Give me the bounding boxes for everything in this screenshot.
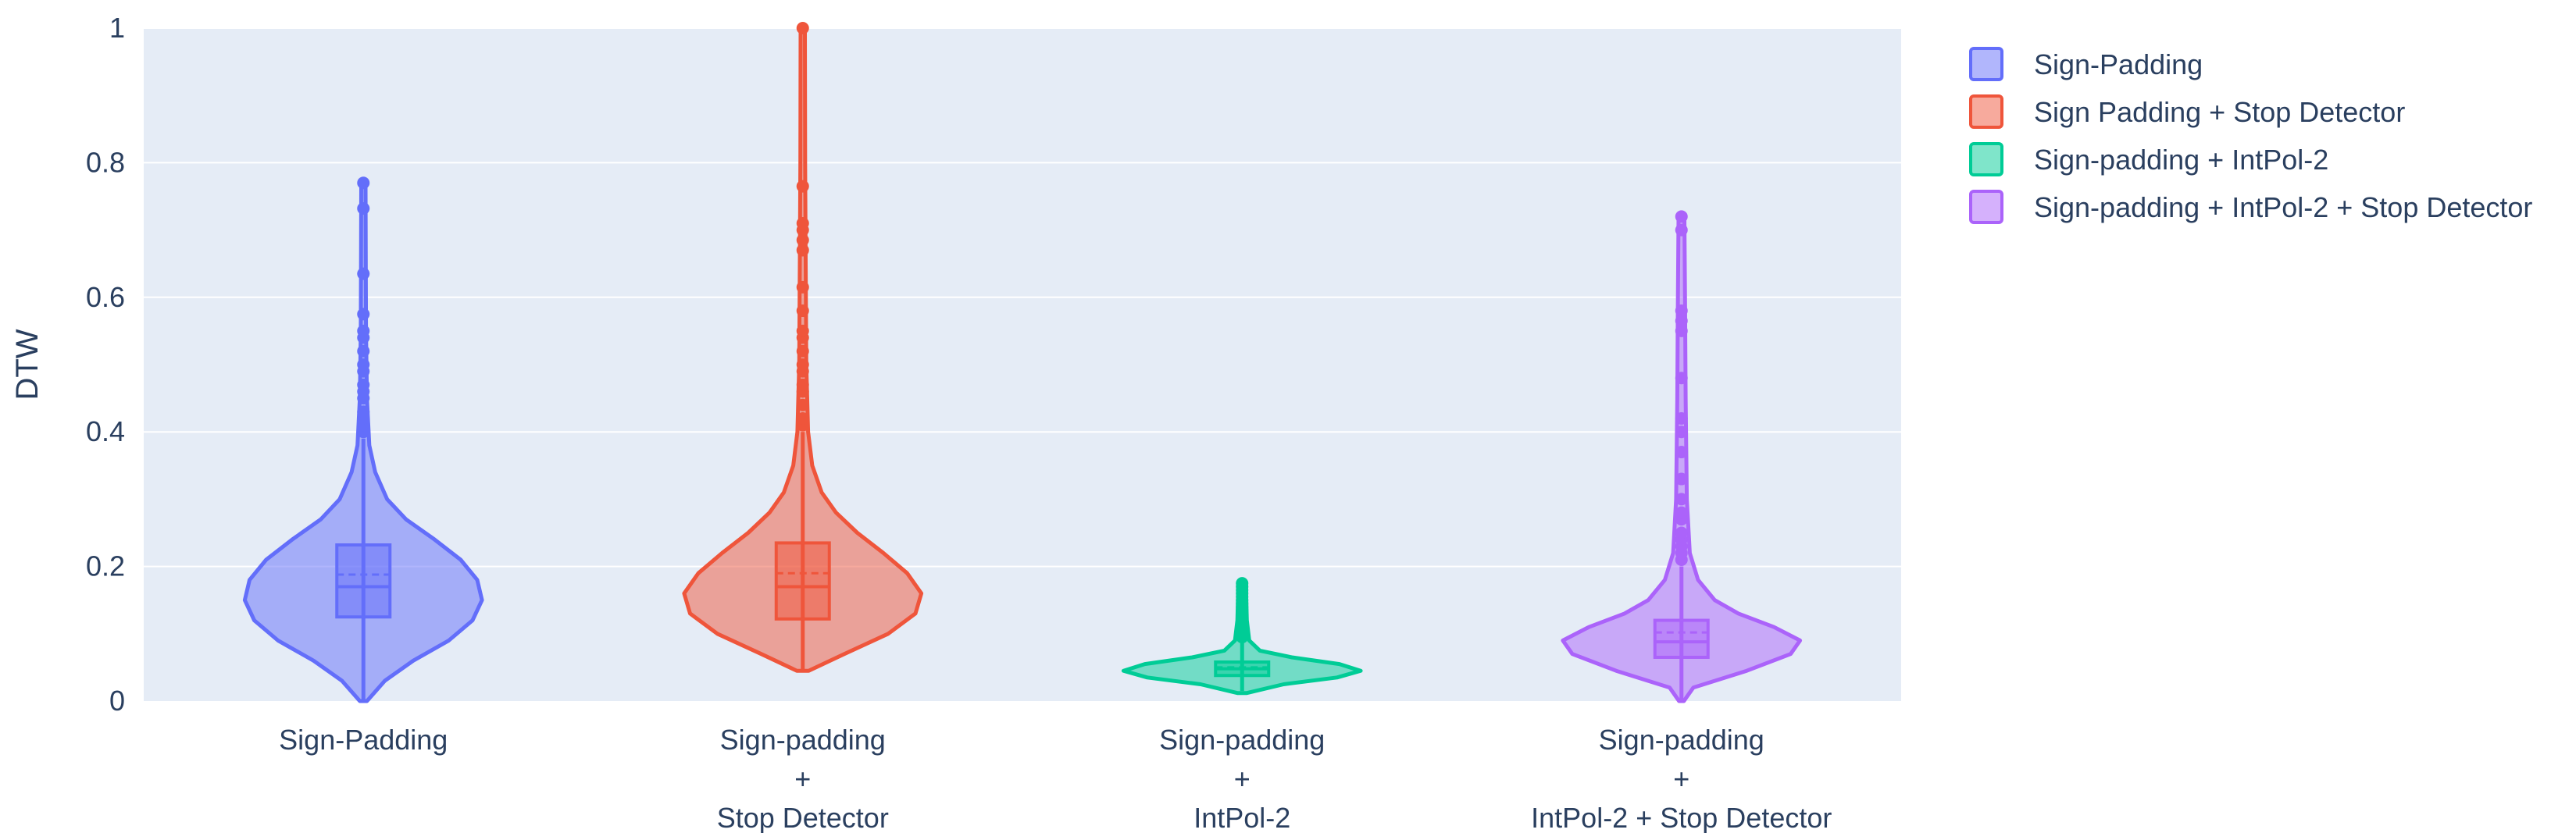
x-tick-label: IntPol-2 bbox=[1193, 802, 1290, 833]
outlier-point bbox=[357, 344, 370, 358]
outlier-point bbox=[796, 233, 809, 247]
outlier-point bbox=[1675, 526, 1688, 539]
outlier-point bbox=[796, 216, 809, 230]
outlier-point bbox=[357, 378, 370, 391]
x-tick-label: Sign-Padding bbox=[279, 724, 448, 756]
x-axis-ticks: Sign-Padding Sign-padding + Stop Detector Si… bbox=[279, 724, 1832, 833]
outlier-point bbox=[1675, 446, 1688, 459]
y-tick-label: 0 bbox=[109, 685, 125, 717]
box bbox=[1653, 618, 1710, 659]
box bbox=[335, 543, 392, 619]
violins bbox=[242, 22, 1803, 703]
outlier-point bbox=[796, 324, 809, 337]
outlier-point bbox=[796, 280, 809, 294]
legend-swatch bbox=[1969, 94, 2003, 129]
outlier-point bbox=[357, 176, 370, 190]
outlier-point bbox=[357, 324, 370, 337]
outlier-point bbox=[796, 22, 809, 34]
outlier-point bbox=[357, 358, 370, 371]
legend: Sign-Padding Sign Padding + Stop Detector… bbox=[1969, 47, 2532, 224]
outlier-point bbox=[1236, 577, 1249, 590]
outlier-point bbox=[796, 304, 809, 318]
legend-label: Sign-padding + IntPol-2 + Stop Detector bbox=[2034, 191, 2532, 223]
x-tick-label: + bbox=[1673, 763, 1689, 795]
x-tick-label: Sign-padding bbox=[720, 724, 886, 756]
x-tick-label: + bbox=[1234, 763, 1251, 795]
outlier-point bbox=[1675, 506, 1688, 519]
y-tick-label: 1 bbox=[109, 12, 125, 44]
outlier-point bbox=[1675, 493, 1688, 506]
box bbox=[774, 541, 831, 621]
legend-item[interactable]: Sign-padding + IntPol-2 bbox=[1969, 142, 2328, 176]
legend-swatch bbox=[1969, 190, 2003, 224]
outlier-point bbox=[1675, 223, 1688, 237]
violin-2 bbox=[682, 22, 924, 673]
x-tick-label: Sign-padding bbox=[1599, 724, 1764, 756]
legend-item[interactable]: Sign-padding + IntPol-2 + Stop Detector bbox=[1969, 190, 2532, 224]
x-tick-label: IntPol-2 + Stop Detector bbox=[1531, 802, 1832, 833]
outlier-point bbox=[1675, 425, 1688, 439]
x-tick-label: Sign-padding bbox=[1159, 724, 1325, 756]
outlier-point bbox=[1675, 314, 1688, 327]
y-tick-label: 0.2 bbox=[86, 550, 125, 582]
legend-swatch bbox=[1969, 47, 2003, 81]
outlier-point bbox=[1675, 324, 1688, 337]
outlier-point bbox=[1675, 472, 1688, 486]
outlier-point bbox=[1675, 304, 1688, 318]
outlier-point bbox=[796, 180, 809, 193]
outlier-point bbox=[357, 202, 370, 215]
y-tick-label: 0.6 bbox=[86, 281, 125, 313]
violin-4 bbox=[1561, 210, 1803, 703]
legend-label: Sign-padding + IntPol-2 bbox=[2034, 144, 2328, 176]
outlier-point bbox=[796, 398, 809, 411]
y-tick-label: 0.4 bbox=[86, 415, 125, 447]
legend-item[interactable]: Sign Padding + Stop Detector bbox=[1969, 94, 2405, 129]
violin-1 bbox=[242, 176, 484, 703]
y-tick-label: 0.8 bbox=[86, 146, 125, 178]
outlier-point bbox=[796, 244, 809, 257]
legend-label: Sign-Padding bbox=[2034, 48, 2203, 80]
outlier-point bbox=[796, 358, 809, 371]
outlier-point bbox=[1675, 210, 1688, 223]
outlier-point bbox=[796, 411, 809, 425]
outlier-point bbox=[796, 378, 809, 391]
outlier-point bbox=[357, 267, 370, 280]
violin-3 bbox=[1121, 577, 1363, 696]
x-tick-label: + bbox=[794, 763, 811, 795]
outlier-point bbox=[1675, 372, 1688, 385]
y-axis-title: DTW bbox=[10, 329, 45, 400]
legend-swatch bbox=[1969, 142, 2003, 176]
outlier-point bbox=[1675, 411, 1688, 425]
x-tick-label: Stop Detector bbox=[717, 802, 889, 833]
legend-item[interactable]: Sign-Padding bbox=[1969, 47, 2203, 81]
outlier-point bbox=[357, 308, 370, 321]
legend-label: Sign Padding + Stop Detector bbox=[2034, 96, 2405, 128]
outlier-point bbox=[796, 344, 809, 358]
outlier-point bbox=[357, 405, 370, 418]
y-axis-ticks: 0 0.2 0.4 0.6 0.8 1 bbox=[86, 12, 125, 717]
